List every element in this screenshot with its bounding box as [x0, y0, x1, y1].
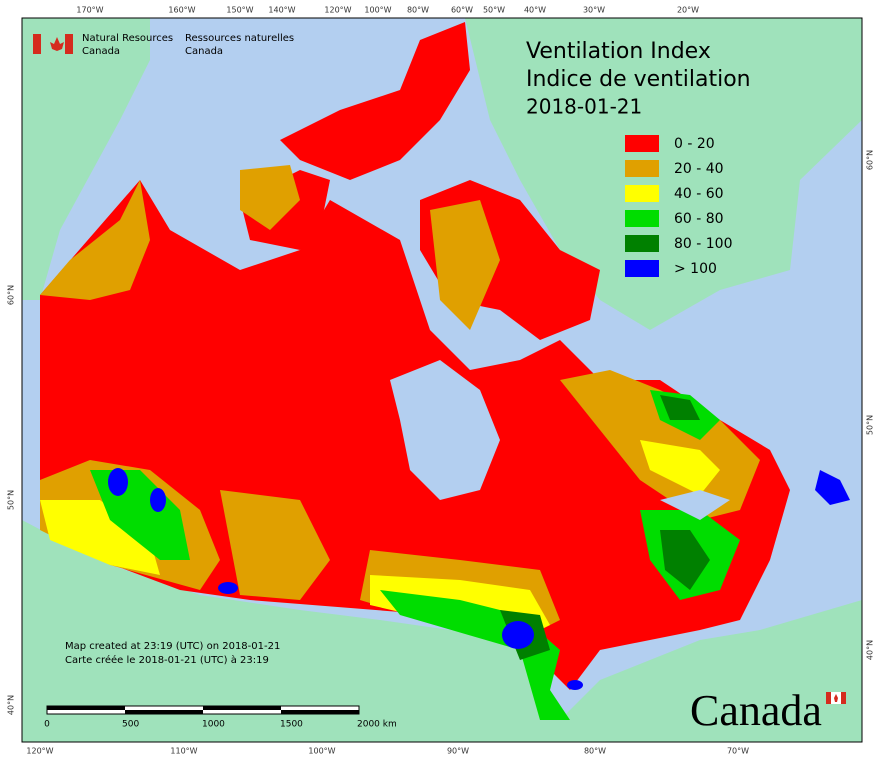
latitude-label: 50°N [7, 490, 16, 510]
legend-swatch [625, 235, 659, 252]
latitude-label: 60°N [7, 285, 16, 305]
longitude-label: 60°W [451, 6, 473, 15]
zone-over-100 [150, 488, 166, 512]
flag-bar [65, 34, 73, 54]
zone-20-40 [430, 200, 500, 330]
agency-header: Natural Resources Canada Ressources natu… [33, 33, 294, 57]
greenland [465, 18, 862, 330]
scale-bar: 0 500 1000 1500 2000 km [44, 705, 397, 730]
maple-leaf [50, 37, 64, 51]
longitude-label: 120°W [324, 6, 351, 15]
longitude-label: 90°W [447, 747, 469, 756]
title: Indice de ventilation [526, 67, 751, 92]
scale-label: 0 [44, 720, 50, 730]
latitude-label: 50°N [866, 415, 875, 435]
legend-label: 80 - 100 [674, 236, 733, 252]
longitude-label: 30°W [583, 6, 605, 15]
scale-label: 2000 km [357, 720, 397, 730]
legend-swatch [625, 135, 659, 152]
wordmark: Canada [690, 686, 846, 735]
zone-40-60 [640, 440, 720, 495]
zone-20-40 [240, 165, 300, 230]
gulf-st-lawrence [660, 490, 730, 520]
latitude-label: 40°N [7, 695, 16, 715]
canada-wordmark: Canada [690, 686, 822, 735]
flag-bar [33, 34, 41, 54]
hudson-bay [390, 360, 500, 500]
longitude-label: 70°W [727, 747, 749, 756]
legend-label: 60 - 80 [674, 211, 724, 227]
longitude-label: 160°W [168, 6, 195, 15]
latitude-label: 40°N [866, 640, 875, 660]
zone-over-100 [567, 680, 583, 690]
zone-over-100 [218, 582, 238, 594]
agency-en: Canada [82, 46, 120, 57]
agency-en: Natural Resources [82, 33, 173, 44]
longitude-label: 20°W [677, 6, 699, 15]
map-frame [21, 17, 863, 743]
legend-label: 40 - 60 [674, 186, 724, 202]
longitude-label: 50°W [483, 6, 505, 15]
zone-80-100 [660, 395, 700, 420]
legend-label: 0 - 20 [674, 136, 715, 152]
longitude-label: 40°W [524, 6, 546, 15]
legend-swatch [625, 185, 659, 202]
zone-20-40 [220, 490, 330, 600]
scale-segment [203, 706, 281, 710]
zone-over-100 [502, 621, 534, 649]
scale-label: 1000 [202, 720, 225, 730]
longitude-label: 80°W [407, 6, 429, 15]
longitude-label: 140°W [268, 6, 295, 15]
zone-40-60 [40, 500, 160, 575]
legend-swatch [625, 210, 659, 227]
arctic-island [280, 22, 470, 180]
created-fr: Carte créée le 2018-01-21 (UTC) à 23:19 [65, 654, 269, 666]
created-en: Map created at 23:19 (UTC) on 2018-01-21 [65, 641, 280, 652]
legend-label: 20 - 40 [674, 161, 724, 177]
scale-segment [47, 706, 125, 710]
title: Ventilation Index [526, 39, 711, 64]
longitude-label: 100°W [308, 747, 335, 756]
zone-over-100 [815, 470, 850, 505]
longitude-label: 100°W [364, 6, 391, 15]
legend-label: > 100 [674, 261, 717, 277]
longitude-label: 170°W [76, 6, 103, 15]
frame-border [21, 17, 863, 743]
scale-segment [125, 710, 203, 714]
longitude-label: 110°W [170, 747, 197, 756]
scale-label: 500 [122, 720, 139, 730]
legend: 0 - 20 20 - 40 40 - 60 60 - 80 80 - 100 > 100 [625, 135, 733, 277]
longitude-label: 150°W [226, 6, 253, 15]
united-states [22, 520, 862, 742]
scale-segment [281, 710, 359, 714]
latitude-label: 60°N [866, 150, 875, 170]
agency-fr: Canada [185, 46, 223, 57]
footer: Map created at 23:19 (UTC) on 2018-01-21… [65, 641, 280, 666]
zone-20-40 [40, 180, 150, 300]
longitude-label: 80°W [584, 747, 606, 756]
alaska [22, 18, 150, 300]
wordmark-leaf [834, 694, 838, 702]
legend-swatch [625, 160, 659, 177]
zone-80-100 [660, 530, 710, 590]
zone-over-100 [108, 468, 128, 496]
graticule-labels: 170°W 160°W 150°W 140°W 120°W 100°W 80°W 60°W 50… [7, 6, 875, 756]
agency-fr: Ressources naturelles [185, 33, 294, 44]
legend-swatch [625, 260, 659, 277]
scale-label: 1500 [280, 720, 303, 730]
longitude-label: 120°W [26, 747, 53, 756]
title-block: Ventilation Index Indice de ventilation … [526, 39, 751, 119]
date: 2018-01-21 [526, 95, 642, 119]
